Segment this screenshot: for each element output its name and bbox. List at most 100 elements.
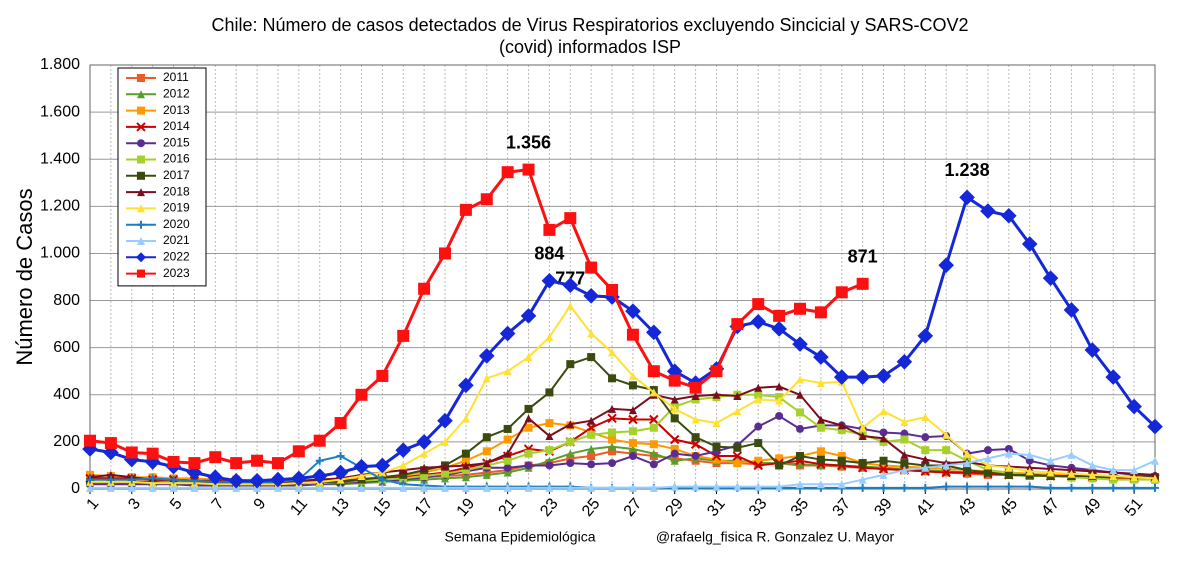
series xyxy=(84,163,869,470)
marker xyxy=(983,454,992,463)
marker xyxy=(608,442,617,451)
marker xyxy=(921,433,930,442)
marker xyxy=(816,415,825,424)
legend-label: 2017 xyxy=(163,168,190,182)
marker xyxy=(378,475,387,484)
marker xyxy=(587,353,596,362)
marker xyxy=(416,434,432,450)
marker xyxy=(1067,469,1076,478)
marker xyxy=(691,415,700,424)
marker xyxy=(1130,466,1139,475)
marker xyxy=(524,483,533,492)
legend-marker xyxy=(137,155,145,164)
marker xyxy=(501,166,514,179)
marker xyxy=(649,483,658,492)
marker xyxy=(545,461,554,470)
marker xyxy=(980,203,996,219)
y-tick-label: 1.800 xyxy=(40,56,80,73)
marker xyxy=(503,367,512,376)
marker xyxy=(942,430,951,439)
marker xyxy=(628,427,637,436)
marker xyxy=(420,472,429,481)
marker xyxy=(355,388,368,401)
marker xyxy=(1004,444,1013,453)
marker xyxy=(1067,450,1076,459)
marker xyxy=(459,203,472,216)
legend-label: 2013 xyxy=(163,103,190,117)
marker xyxy=(587,483,596,492)
marker xyxy=(796,460,804,469)
marker xyxy=(209,451,222,464)
legend-marker xyxy=(137,188,145,197)
legend-item: 2016 xyxy=(126,152,190,166)
legend-marker xyxy=(137,269,145,278)
legend-label: 2019 xyxy=(163,201,190,215)
marker xyxy=(395,442,412,458)
marker xyxy=(606,283,619,296)
marker xyxy=(478,348,495,364)
marker xyxy=(858,423,867,432)
marker xyxy=(879,483,888,492)
marker xyxy=(754,390,763,399)
marker xyxy=(86,483,94,492)
marker xyxy=(125,446,138,459)
marker xyxy=(775,482,784,491)
marker xyxy=(796,480,804,489)
marker xyxy=(649,388,658,397)
marker xyxy=(938,257,954,274)
marker xyxy=(942,461,951,470)
line xyxy=(90,355,1155,485)
marker xyxy=(858,459,867,468)
marker xyxy=(754,439,763,448)
marker xyxy=(458,377,474,394)
marker xyxy=(167,455,180,468)
legend-item: 2021 xyxy=(126,233,190,247)
legend-marker xyxy=(137,139,145,148)
marker xyxy=(837,421,846,430)
marker xyxy=(378,483,387,492)
legend-label: 2020 xyxy=(163,217,190,231)
marker xyxy=(733,391,742,400)
marker xyxy=(420,449,429,458)
legend-label: 2016 xyxy=(163,152,190,166)
marker xyxy=(207,469,224,486)
marker xyxy=(608,459,617,468)
y-tick-label: 400 xyxy=(53,386,80,403)
marker xyxy=(586,423,596,433)
marker xyxy=(833,369,850,385)
marker xyxy=(625,303,641,319)
marker xyxy=(1147,418,1163,435)
marker xyxy=(420,483,429,492)
marker xyxy=(732,451,743,461)
marker xyxy=(921,483,930,492)
marker xyxy=(1109,466,1118,475)
marker xyxy=(835,286,848,299)
marker xyxy=(649,460,658,469)
marker xyxy=(856,277,869,290)
marker xyxy=(441,462,449,471)
marker xyxy=(420,463,429,472)
legend-item: 2014 xyxy=(126,119,190,133)
marker xyxy=(837,426,846,435)
marker xyxy=(691,391,700,400)
marker xyxy=(608,348,617,357)
data-label: 884 xyxy=(534,244,564,264)
marker xyxy=(983,446,992,455)
marker xyxy=(1004,463,1013,472)
marker xyxy=(228,472,244,489)
marker xyxy=(608,435,617,444)
marker xyxy=(1067,483,1076,492)
legend-label: 2015 xyxy=(163,135,190,149)
marker xyxy=(566,454,575,463)
data-label: 871 xyxy=(848,247,878,267)
legend-item: 2019 xyxy=(126,201,190,215)
marker xyxy=(879,407,888,416)
marker xyxy=(879,470,888,479)
marker xyxy=(524,461,533,470)
marker xyxy=(1151,474,1159,483)
marker xyxy=(1004,470,1013,479)
marker xyxy=(441,483,449,492)
marker xyxy=(82,441,98,457)
marker xyxy=(754,383,763,392)
marker xyxy=(1025,467,1034,476)
